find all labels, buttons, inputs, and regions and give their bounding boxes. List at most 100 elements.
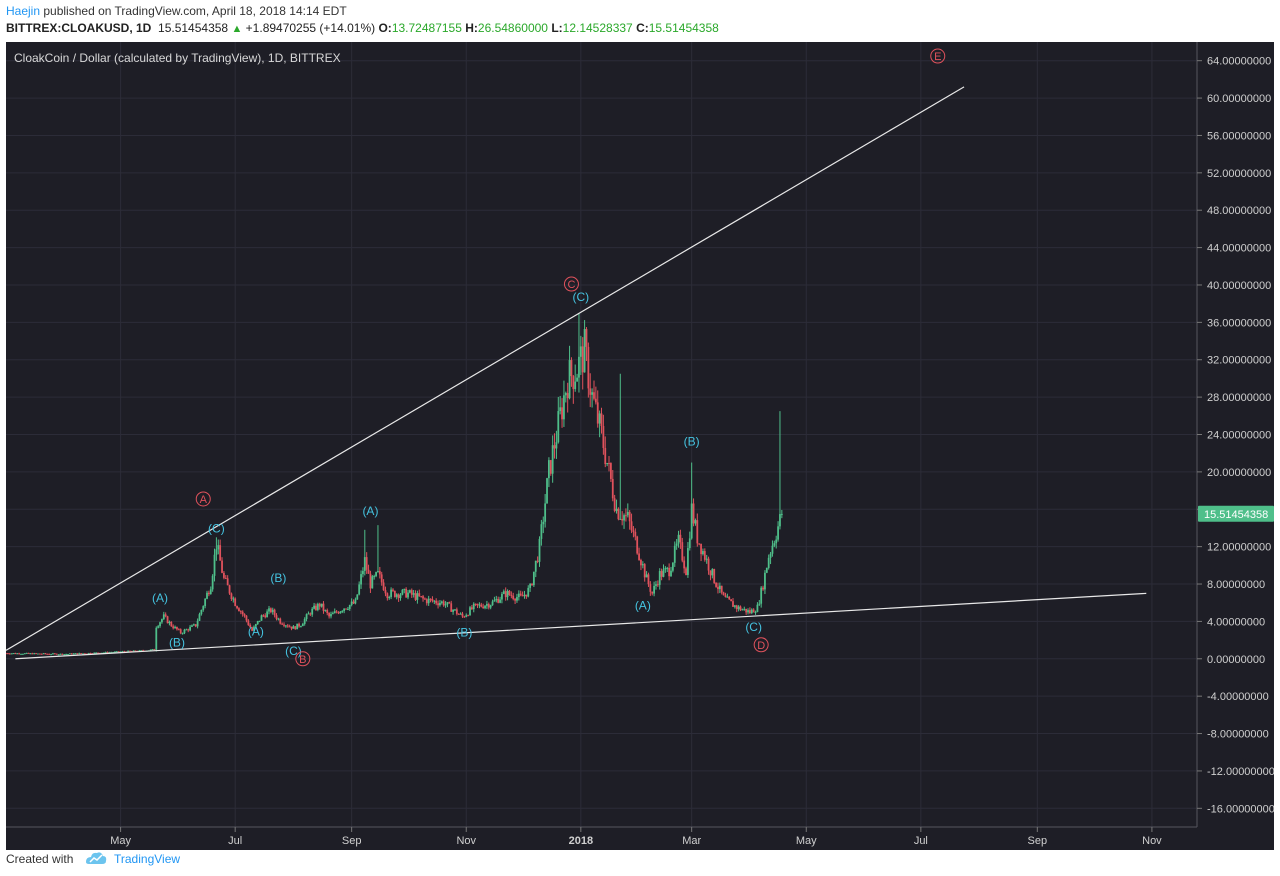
candle-up	[159, 622, 161, 627]
candle-down	[600, 413, 603, 427]
candle-down	[352, 601, 355, 604]
candle-up	[399, 594, 402, 599]
price-chart[interactable]: (A)(B)(C)(A)(B)(C)(A)(B)(C)(A)(B)(C)ABCD…	[6, 42, 1274, 850]
candle-down	[337, 612, 340, 614]
candle-up	[495, 598, 498, 601]
candle-up	[375, 572, 377, 577]
candle-down	[735, 605, 738, 610]
time-tick-label: Nov	[1142, 835, 1162, 847]
candle-up	[23, 653, 26, 655]
candle-up	[213, 554, 216, 576]
candle-down	[745, 608, 748, 613]
candle-up	[127, 650, 130, 652]
candle-down	[435, 600, 438, 604]
high-label: H:	[465, 21, 478, 35]
candle-down	[194, 624, 197, 627]
candle-up	[546, 478, 548, 504]
candle-up	[343, 608, 346, 611]
candle-down	[46, 653, 49, 655]
candle-up	[516, 597, 518, 601]
candle-up	[427, 598, 430, 604]
candle-up	[305, 614, 308, 619]
major-wave-circle	[930, 48, 946, 64]
candle-up	[395, 594, 398, 597]
candle-down	[226, 578, 229, 586]
candle-up	[773, 543, 776, 546]
candle-up	[174, 626, 176, 629]
price-axis[interactable]: 64.00000000 60.00000000 56.00000000 52.0000…	[1197, 56, 1274, 816]
candle-up	[356, 594, 359, 600]
chart-panel[interactable]: (A) (B) (C) (A) (B) (C) (A) (B) (C) (A) (B) (C) A B C D…	[6, 42, 1274, 850]
price-tick-label: -8.00000000	[1207, 729, 1269, 741]
trendline[interactable]	[6, 86, 965, 651]
candle-down	[117, 651, 120, 653]
candle-down	[236, 606, 238, 609]
candle-down	[437, 603, 439, 606]
candle-down	[44, 653, 47, 655]
wave-label: (C)	[573, 290, 590, 304]
candle-up	[360, 574, 362, 585]
candle-up	[232, 598, 235, 600]
high-value: 26.54860000	[477, 21, 548, 35]
time-axis[interactable]: May Jul Sep Nov 2018 Mar May Jul Sep Nov	[110, 827, 1162, 847]
candle-down	[179, 629, 182, 634]
candle-down	[40, 653, 43, 655]
candle-up	[666, 567, 669, 569]
candle-up	[198, 614, 201, 621]
candle-up	[72, 653, 75, 655]
candle-up	[151, 649, 154, 651]
candle-up	[371, 576, 374, 589]
candle-down	[55, 653, 58, 655]
candle-up	[767, 557, 770, 568]
candle-up	[598, 413, 601, 424]
candle-down	[613, 498, 616, 511]
candle-down	[467, 615, 470, 617]
candle-up	[623, 515, 625, 521]
candle-down	[602, 426, 605, 448]
candle-down	[31, 653, 34, 655]
price-tick-label: 28.00000000	[1207, 392, 1271, 404]
candle-up	[711, 569, 714, 576]
candle-down	[61, 653, 64, 655]
candle-up	[162, 614, 165, 620]
candle-down	[249, 624, 252, 628]
candle-down	[649, 584, 652, 592]
tradingview-logo-icon[interactable]	[84, 850, 108, 866]
candle-down	[275, 615, 278, 619]
trendlines[interactable]	[6, 86, 1147, 660]
candle-down	[80, 653, 83, 655]
candle-up	[33, 653, 36, 655]
candle-up	[42, 653, 45, 655]
major-wave-circle	[753, 637, 769, 653]
candle-up	[192, 624, 195, 626]
candle-up	[446, 602, 449, 605]
price-tick-label: 32.00000000	[1207, 355, 1271, 367]
candle-down	[709, 570, 712, 576]
candle-up	[655, 584, 657, 586]
candle-up	[408, 590, 411, 593]
tradingview-link[interactable]: TradingView	[114, 852, 181, 866]
candle-down	[448, 602, 451, 604]
author-link[interactable]: Haejin	[6, 4, 41, 18]
candle-down	[224, 577, 227, 579]
candle-down	[630, 521, 633, 531]
candle-up	[301, 623, 304, 627]
symbol-name: BITTREX:CLOAKUSD, 1D	[6, 21, 152, 35]
candle-up	[93, 652, 96, 654]
candle-up	[688, 538, 691, 549]
candle-down	[239, 611, 242, 613]
candle-down	[245, 615, 248, 621]
candle-up	[78, 653, 81, 655]
candle-up	[771, 545, 774, 554]
major-wave-label: B	[299, 654, 306, 666]
candle-down	[504, 591, 507, 598]
candle-down	[572, 376, 575, 390]
trendline[interactable]	[15, 592, 1147, 660]
candle-down	[286, 625, 289, 627]
candle-down	[640, 559, 642, 566]
candle-up	[22, 653, 24, 655]
candle-down	[683, 560, 686, 569]
candle-up	[268, 608, 270, 612]
candle-up	[157, 626, 160, 628]
wave-label: (B)	[684, 435, 700, 449]
